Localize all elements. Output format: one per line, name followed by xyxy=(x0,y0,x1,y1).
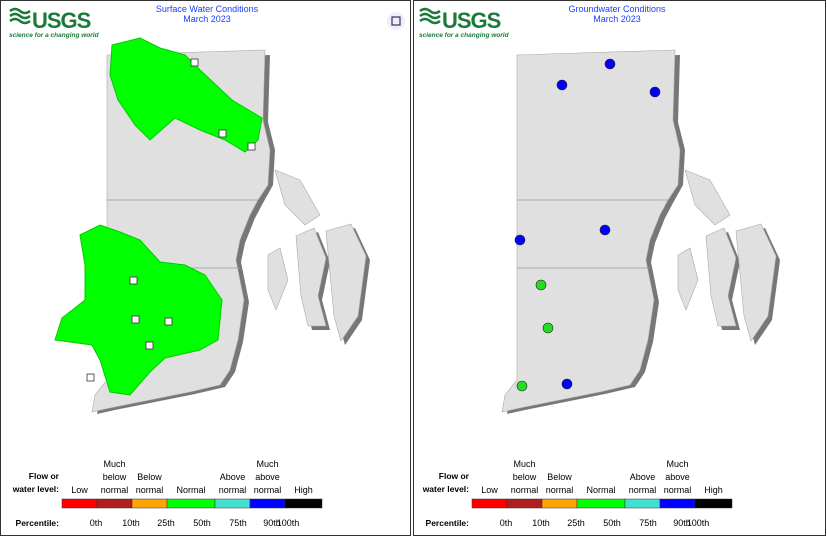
legend-label: High xyxy=(704,485,723,495)
legend-swatch xyxy=(131,498,168,509)
legend-label: Normal xyxy=(586,485,615,495)
legend-label: Much xyxy=(256,459,278,469)
legend-label: Much xyxy=(513,459,535,469)
legend-label: normal xyxy=(101,485,129,495)
legend-swatch xyxy=(694,498,733,509)
legend-swatch xyxy=(576,498,626,509)
subtitle: March 2023 xyxy=(593,14,641,24)
legend-heading: Flow or xyxy=(439,471,470,481)
percentile-heading: Percentile: xyxy=(16,518,60,528)
legend-label: Below xyxy=(547,472,572,482)
percentile-label: 90th xyxy=(263,518,281,528)
legend-label: normal xyxy=(136,485,164,495)
percentile-label: 75th xyxy=(639,518,657,528)
legend-label: normal xyxy=(629,485,657,495)
legend-label: below xyxy=(513,472,537,482)
legend-swatch xyxy=(471,498,508,509)
legend-label: Low xyxy=(71,485,88,495)
percentile-label: 100th xyxy=(687,518,710,528)
legend-swatch xyxy=(61,498,98,509)
basin xyxy=(109,37,263,153)
legend-swatch xyxy=(214,498,251,509)
title: Groundwater Conditions xyxy=(568,4,666,14)
screenshot-icon[interactable] xyxy=(387,12,405,30)
legend-swatch xyxy=(284,498,323,509)
tagline: science for a changing world xyxy=(9,32,100,39)
wells xyxy=(514,58,661,392)
legend-label: Much xyxy=(103,459,125,469)
percentile-label: 10th xyxy=(532,518,550,528)
legend-label: Below xyxy=(137,472,162,482)
logo: USGS xyxy=(32,8,91,33)
percentile-label: 0th xyxy=(90,518,103,528)
legend-label: Low xyxy=(481,485,498,495)
legend-swatch xyxy=(96,498,133,509)
percentile-label: 25th xyxy=(567,518,585,528)
legend-swatch xyxy=(624,498,661,509)
legend-swatch xyxy=(506,498,543,509)
legend-label: Normal xyxy=(176,485,205,495)
percentile-label: 0th xyxy=(500,518,513,528)
legend-swatch xyxy=(249,498,286,509)
legend-label: normal xyxy=(664,485,692,495)
subtitle: March 2023 xyxy=(183,14,231,24)
basin xyxy=(54,224,223,396)
percentile-label: 90th xyxy=(673,518,691,528)
percentile-label: 50th xyxy=(193,518,211,528)
legend-label: Much xyxy=(666,459,688,469)
legend-heading: water level: xyxy=(422,484,469,494)
legend-label: Above xyxy=(630,472,656,482)
legend-label: above xyxy=(255,472,280,482)
percentile-label: 100th xyxy=(277,518,300,528)
percentile-label: 75th xyxy=(229,518,247,528)
percentile-heading: Percentile: xyxy=(426,518,470,528)
percentile-label: 10th xyxy=(122,518,140,528)
title: Surface Water Conditions xyxy=(156,4,259,14)
percentile-label: 50th xyxy=(603,518,621,528)
logo: USGS xyxy=(442,8,501,33)
legend-label: above xyxy=(665,472,690,482)
percentile-label: 25th xyxy=(157,518,175,528)
legend-swatch xyxy=(659,498,696,509)
tagline: science for a changing world xyxy=(419,32,510,39)
legend-label: normal xyxy=(219,485,247,495)
legend-heading: Flow or xyxy=(29,471,60,481)
gauges xyxy=(86,58,256,382)
legend-label: Above xyxy=(220,472,246,482)
legend-label: normal xyxy=(254,485,282,495)
legend-label: below xyxy=(103,472,127,482)
legend-swatch xyxy=(541,498,578,509)
legend-label: normal xyxy=(511,485,539,495)
legend-label: normal xyxy=(546,485,574,495)
legend-heading: water level: xyxy=(12,484,59,494)
legend-swatch xyxy=(166,498,216,509)
legend-label: High xyxy=(294,485,313,495)
